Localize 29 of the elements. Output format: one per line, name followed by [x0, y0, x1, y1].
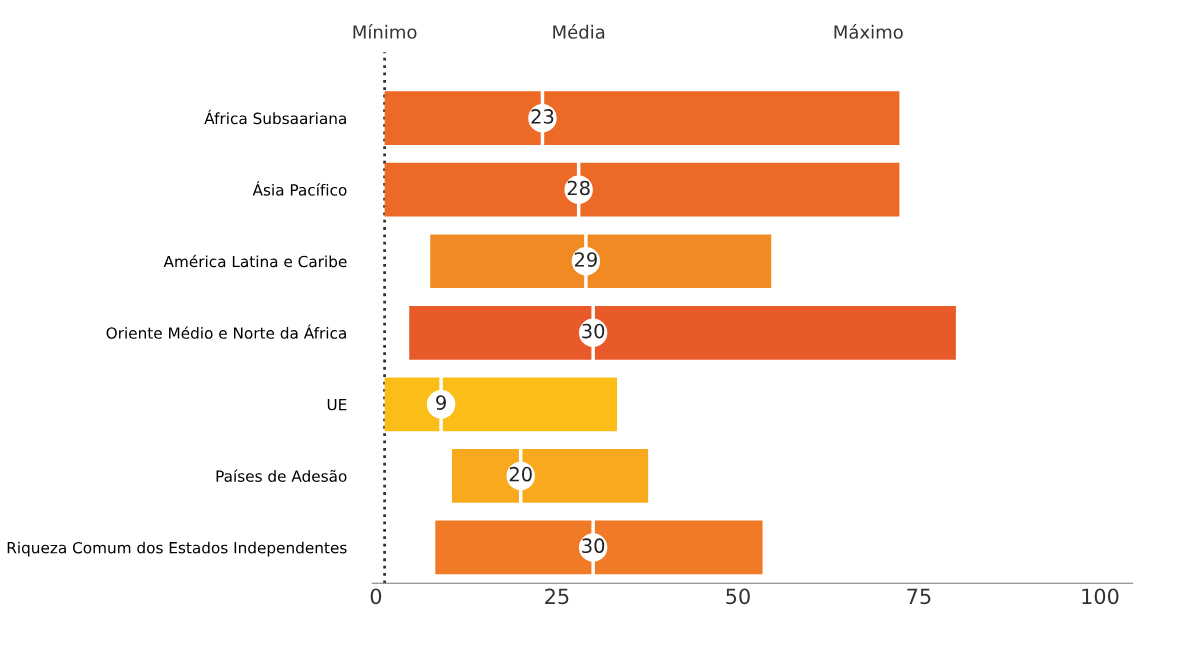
y-tick-label: Ásia Pacífico [252, 181, 347, 196]
bar [384, 162, 900, 217]
data-label: 23 [531, 109, 554, 124]
data-label: 20 [509, 466, 532, 482]
y-tick-label: Países de Adesão [216, 469, 347, 482]
bar [430, 234, 772, 289]
text: Máximo [834, 24, 903, 39]
x-tick-label: 0 [370, 588, 382, 605]
y-tick-label: Oriente Médio e Norte da África [106, 324, 346, 339]
x-tick-label: 75 [907, 588, 931, 605]
bar [384, 377, 618, 432]
bar [384, 91, 900, 145]
ref-line-label: Mínimo [353, 24, 417, 39]
data-label: 30 [582, 323, 605, 339]
bar [451, 449, 649, 503]
x-tick-label: 25 [545, 588, 569, 605]
bar [435, 520, 763, 575]
y-tick-label: América Latina e Caribe [163, 254, 347, 268]
data-label: 30 [582, 538, 605, 554]
y-tick-label: Riqueza Comum dos Estados Independentes [7, 541, 347, 557]
data-label: 28 [567, 180, 590, 196]
x-tick-label: 50 [726, 588, 750, 605]
data-label: 29 [574, 252, 597, 267]
data-label: 9 [436, 395, 446, 410]
x-tick-label: 100 [1082, 588, 1119, 605]
y-tick-label: UE [327, 399, 347, 411]
y-tick-label: África Subsaariana [204, 109, 346, 125]
text: Média [553, 24, 605, 39]
bar [409, 305, 956, 360]
